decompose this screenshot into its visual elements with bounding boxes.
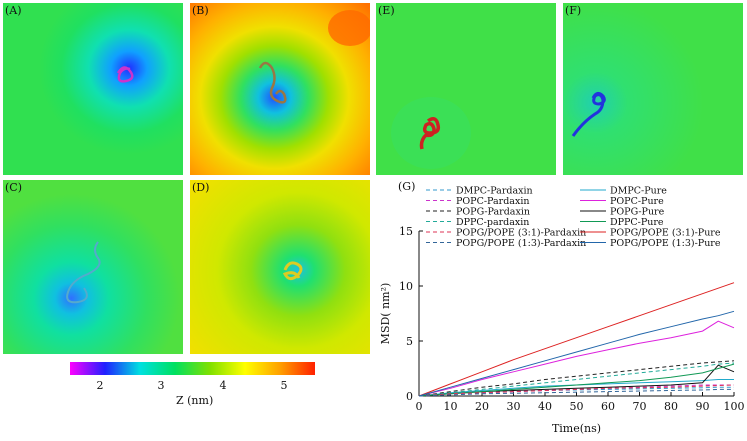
panel-g-label: (G) (398, 180, 416, 193)
legend-label: POPC-Pardaxin (456, 196, 529, 207)
panel-e-map (376, 3, 556, 175)
series-line (418, 320, 735, 397)
y-tick-label: 0 (406, 390, 413, 403)
panel-e-label: (E) (378, 4, 395, 17)
y-axis-label: MSD( nm²) (379, 283, 392, 345)
legend-label: DPPC-Pure (610, 217, 664, 228)
series-line (418, 388, 734, 397)
panel-a-label: (A) (5, 4, 22, 17)
panel-d-label: (D) (192, 181, 210, 194)
x-tick-label: 90 (696, 400, 710, 413)
y-tick-label: 10 (399, 280, 413, 293)
series-line (418, 282, 735, 397)
x-tick-label: 40 (538, 400, 552, 413)
legend-label: DPPC-pardaxin (456, 217, 529, 228)
series-line (418, 362, 735, 397)
x-axis-label: Time(ns) (552, 422, 601, 435)
x-tick-label: 20 (475, 400, 489, 413)
panel-f-map (563, 3, 743, 175)
panel-c: (C) (3, 180, 183, 354)
peptide-a (116, 66, 134, 83)
panel-e: (E) (376, 3, 556, 175)
legend-label: POPG/POPE (1:3)-Pardaxin (456, 238, 586, 249)
panel-b-map (190, 3, 370, 175)
legend-label: POPG/POPE (3:1)-Pardaxin (456, 228, 586, 239)
series-line (418, 310, 735, 397)
panel-a: (A) (3, 3, 183, 175)
legend-label: POPG-Pardaxin (456, 207, 530, 218)
legend-label: POPG/POPE (1:3)-Pure (610, 238, 721, 249)
panel-d: (D) (190, 180, 370, 354)
colorbar (70, 362, 315, 375)
peptide-d (282, 261, 303, 281)
colorbar-tick: 5 (280, 379, 288, 392)
legend-label: DMPC-Pardaxin (456, 186, 533, 197)
x-tick-label: 100 (724, 400, 745, 413)
legend-label: DMPC-Pure (610, 186, 667, 197)
panel-f-label: (F) (565, 4, 582, 17)
legend-label: POPG-Pure (610, 207, 665, 218)
peptide-c (66, 241, 101, 304)
panel-d-map (190, 180, 370, 354)
x-tick-label: 80 (664, 400, 678, 413)
legend-label: POPG/POPE (3:1)-Pure (610, 228, 721, 239)
y-tick-label: 5 (406, 335, 413, 348)
panel-c-label: (C) (5, 181, 22, 194)
peptide-e (419, 117, 441, 150)
colorbar-tick: 4 (219, 379, 227, 392)
colorbar-label: Z (nm) (176, 394, 214, 407)
msd-chart: (G) 0 10 20 30 40 50 60 70 80 90 100 0 5 10 15 Time(ns)… (370, 178, 747, 437)
x-tick-label: 30 (507, 400, 521, 413)
x-tick-label: 50 (570, 400, 584, 413)
series-line (418, 384, 735, 397)
colorbar-tick: 2 (96, 379, 104, 392)
peptide-b (258, 61, 287, 104)
x-tick-label: 0 (416, 400, 423, 413)
colorbar-tick: 3 (157, 379, 165, 392)
panel-b: (B) (190, 3, 370, 175)
panel-b-label: (B) (192, 4, 209, 17)
legend-label: POPC-Pure (610, 196, 664, 207)
x-tick-label: 10 (444, 400, 458, 413)
msd-chart-svg: 0 10 20 30 40 50 60 70 80 90 100 0 5 10 15 Time(ns) MSD(… (379, 186, 745, 436)
x-tick-label: 60 (601, 400, 615, 413)
panel-f: (F) (563, 3, 743, 175)
peptide-f (571, 91, 606, 137)
series-line (418, 360, 735, 397)
panel-a-map (3, 3, 183, 175)
series-line (418, 363, 735, 397)
x-tick-label: 70 (633, 400, 647, 413)
panel-c-map (3, 180, 183, 354)
y-tick-label: 15 (399, 225, 413, 238)
